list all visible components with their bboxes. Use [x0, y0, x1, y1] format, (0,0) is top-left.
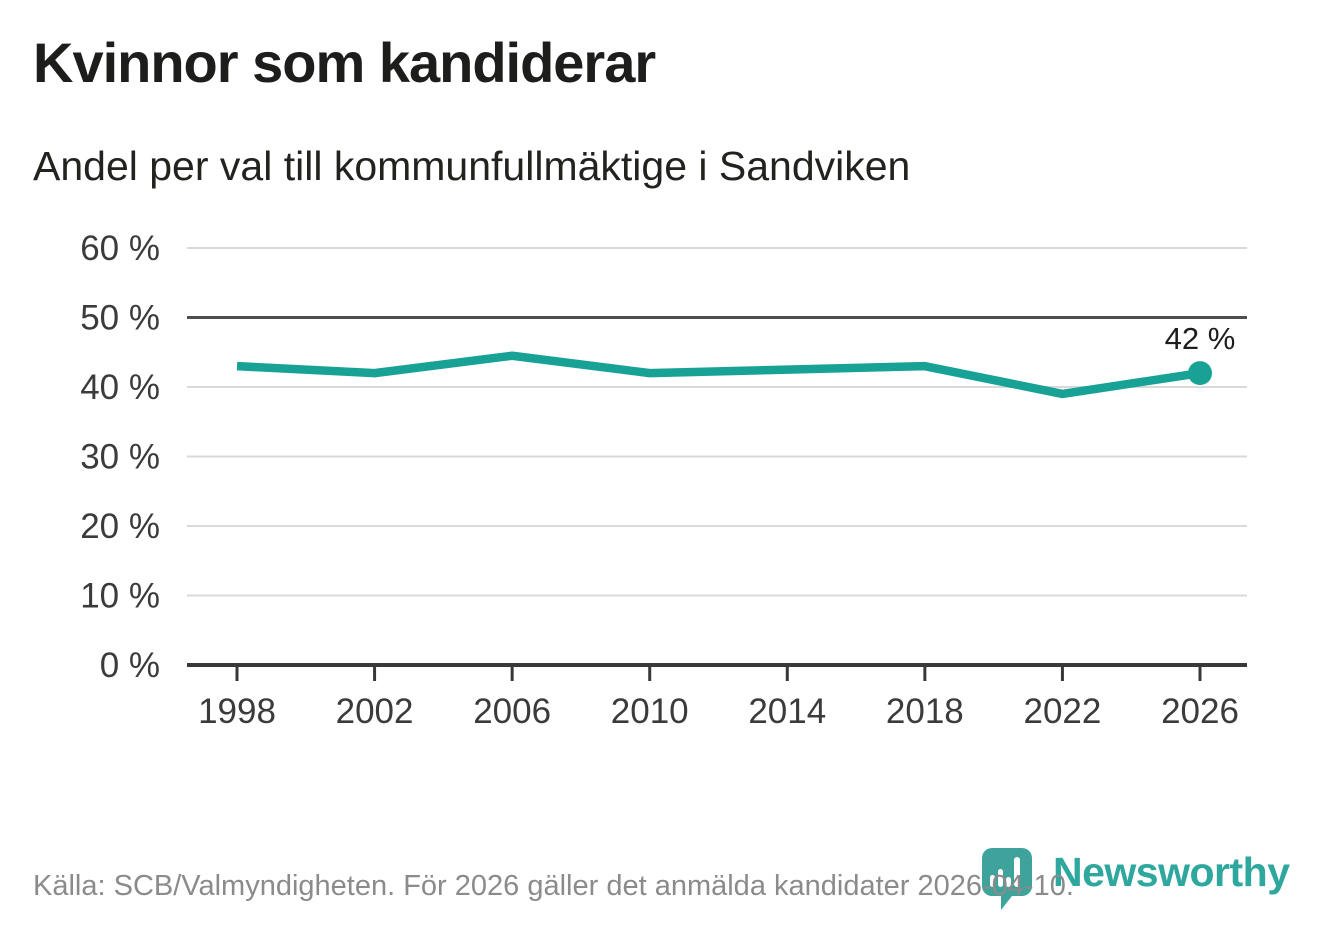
x-axis-label-2006: 2006 [473, 692, 551, 731]
page-title: Kvinnor som kandiderar [33, 31, 656, 94]
logo-bar-2 [998, 869, 1003, 887]
series-line [236, 351, 1201, 399]
y-axis-label-0: 0 % [100, 646, 160, 685]
y-axis-label-20: 20 % [80, 507, 160, 546]
logo-wordmark: Newsworthy [1053, 849, 1290, 895]
y-axis-label-30: 30 % [80, 438, 160, 477]
logo-bar-1 [990, 875, 995, 887]
y-axis-label-50: 50 % [80, 299, 160, 338]
x-axis-label-2018: 2018 [886, 692, 964, 731]
end-point-marker [1188, 361, 1212, 386]
end-value-label: 42 % [1165, 321, 1236, 356]
x-axis-label-2026: 2026 [1161, 692, 1239, 731]
y-axis-label-10: 10 % [80, 577, 160, 616]
source-note: Källa: SCB/Valmyndigheten. För 2026 gäll… [33, 870, 1074, 902]
newsworthy-logo: Newsworthy [982, 848, 1290, 912]
x-axis-label-2014: 2014 [748, 692, 826, 731]
x-axis-label-2022: 2022 [1023, 692, 1101, 731]
y-axis-label-60: 60 % [80, 229, 160, 268]
x-axis-label-2010: 2010 [611, 692, 689, 731]
logo-bar-4 [1014, 857, 1020, 887]
logo-bar-3 [1006, 877, 1011, 887]
newsworthy-speech-bubble-bar-chart-icon [982, 848, 1032, 910]
x-axis-label-2002: 2002 [336, 692, 414, 731]
line-chart: 0 % 10 % 20 % 30 % 40 % 50 % 60 % 1998 2002 2006 2… [80, 229, 1247, 731]
x-axis-label-1998: 1998 [198, 692, 276, 731]
y-axis-label-40: 40 % [80, 368, 160, 407]
page-subtitle: Andel per val till kommunfullmäktige i S… [33, 143, 911, 189]
